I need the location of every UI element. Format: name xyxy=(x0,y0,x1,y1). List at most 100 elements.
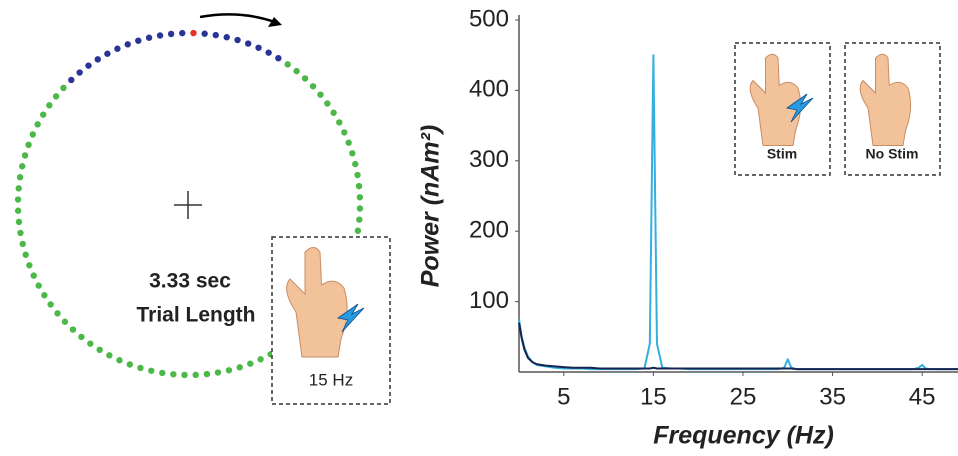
x-tick-label: 25 xyxy=(730,383,757,410)
trial-dot xyxy=(179,29,186,37)
trial-dot xyxy=(19,240,26,248)
trial-dot xyxy=(156,32,164,39)
trial-dot xyxy=(214,369,222,376)
x-tick-label: 35 xyxy=(819,383,846,410)
y-axis-label: Power (nAm²) xyxy=(417,125,445,288)
trial-dot xyxy=(275,54,282,62)
trial-dot xyxy=(29,131,36,138)
x-tick-label: 5 xyxy=(557,383,570,410)
trial-dot xyxy=(356,194,364,201)
trial-dot xyxy=(14,196,22,203)
trial-dot xyxy=(21,152,29,159)
trial-dot xyxy=(355,182,363,190)
trial-dot xyxy=(26,262,33,269)
y-tick-label: 100 xyxy=(469,287,509,314)
legend-entry: Stim xyxy=(734,42,831,176)
trial-dot xyxy=(181,371,188,379)
trial-diagram: 3.33 sec Trial Length 15 Hz xyxy=(14,13,391,405)
trial-dot xyxy=(345,139,352,146)
trial-dot xyxy=(356,205,364,212)
trial-dot xyxy=(17,229,24,237)
trial-dot xyxy=(190,29,197,37)
trial-dot xyxy=(52,93,60,100)
legend-entry: No Stim xyxy=(844,42,941,176)
trial-dot xyxy=(352,160,359,168)
trial-dot xyxy=(85,62,92,69)
trial-dot xyxy=(14,207,22,214)
trial-dot xyxy=(60,84,67,92)
x-axis-label: Frequency (Hz) xyxy=(653,422,834,450)
trial-dot xyxy=(16,174,24,181)
trial-dot xyxy=(68,76,75,84)
y-tick-label: 200 xyxy=(469,217,509,244)
trial-dot xyxy=(114,45,121,52)
trial-dot xyxy=(19,163,26,170)
trial-dot xyxy=(167,30,175,38)
arrow-head xyxy=(268,17,282,27)
trial-dot xyxy=(124,41,131,48)
y-tick-label: 500 xyxy=(469,5,509,32)
trial-dot xyxy=(96,346,103,354)
trial-dot xyxy=(137,364,144,372)
trial-dot xyxy=(135,37,142,44)
trial-dot xyxy=(34,121,41,128)
trial-length: 3.33 sec xyxy=(149,270,231,293)
hand-icon xyxy=(286,247,348,358)
trial-dot xyxy=(225,367,233,374)
trial-dot xyxy=(203,370,211,378)
trial-dot xyxy=(46,102,53,109)
trial-dot xyxy=(324,100,331,107)
trial-dot xyxy=(349,150,356,157)
trial-dot xyxy=(317,91,324,98)
trial-dot xyxy=(15,218,23,226)
legend-label: Stim xyxy=(767,146,797,162)
trial-dot xyxy=(192,371,199,379)
trial-dot xyxy=(30,272,37,279)
trial-dot xyxy=(69,326,77,333)
trial-dot xyxy=(247,360,254,367)
trial-dot xyxy=(41,292,48,299)
stim-frequency: 15 Hz xyxy=(309,370,353,389)
trial-dot xyxy=(76,69,83,76)
hand-icon xyxy=(859,53,912,146)
trial-dot xyxy=(330,109,337,116)
trial-dot xyxy=(354,227,362,234)
trial-dot xyxy=(35,282,42,289)
trial-dot xyxy=(255,44,262,51)
trial-dot xyxy=(201,30,208,37)
trial-dot xyxy=(126,361,134,368)
trial-dot xyxy=(301,75,309,82)
trial-dot xyxy=(61,318,69,325)
trial-dot xyxy=(104,50,111,57)
trial-dot xyxy=(15,185,22,192)
trial-dot xyxy=(336,119,343,126)
trial-dot xyxy=(212,31,219,39)
trial-dot xyxy=(159,369,166,377)
trial-dot xyxy=(309,83,317,90)
trial-dot xyxy=(244,40,252,47)
trial-dot xyxy=(284,61,291,68)
stim-bolt xyxy=(337,303,365,333)
stim-bolt xyxy=(786,93,814,123)
trial-dot xyxy=(47,301,54,308)
trial-dot xyxy=(25,141,32,149)
direction-arrow xyxy=(199,13,276,24)
trial-dot xyxy=(94,56,101,63)
trial-dot xyxy=(354,171,361,179)
trial-dot xyxy=(234,36,241,44)
trial-dot xyxy=(22,251,29,258)
trial-dot xyxy=(223,34,230,41)
series-line xyxy=(518,322,958,371)
trial-dot xyxy=(116,357,123,364)
trial-dot xyxy=(356,216,363,223)
trial-dot xyxy=(257,356,264,363)
y-tick-label: 300 xyxy=(469,146,509,173)
trial-dot xyxy=(170,371,177,378)
trial-dot xyxy=(341,129,348,136)
trial-dot xyxy=(78,333,85,341)
trial-dot xyxy=(236,364,243,371)
legend-label: No Stim xyxy=(866,146,919,162)
x-tick-label: 45 xyxy=(909,383,936,410)
trial-dot xyxy=(54,310,61,317)
